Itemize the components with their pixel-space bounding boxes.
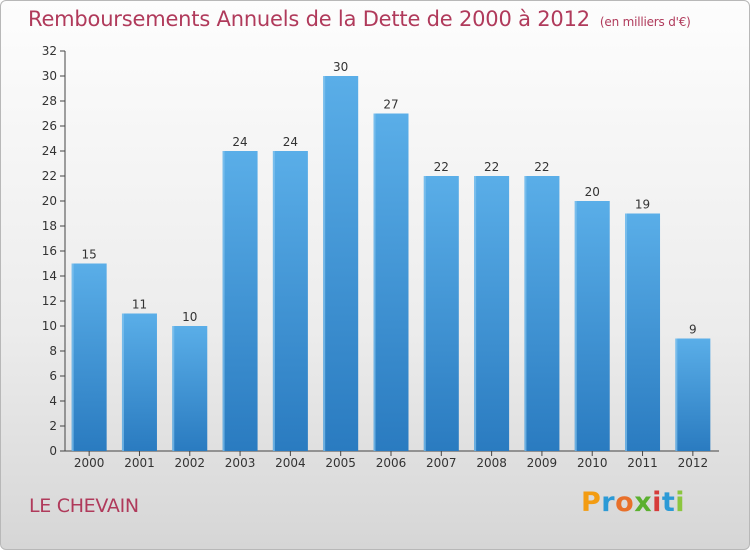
- x-tick-label: 2007: [426, 456, 457, 470]
- chart-subtitle: (en milliers d'€): [599, 15, 691, 29]
- y-tick-label: 28: [42, 94, 57, 108]
- bar-highlight: [121, 313, 124, 451]
- bar-value-label: 24: [232, 135, 247, 149]
- bar-value-label: 11: [132, 298, 147, 312]
- bar: [323, 76, 359, 451]
- y-tick-label: 20: [42, 194, 57, 208]
- bar: [524, 176, 560, 451]
- bar-value-label: 22: [484, 160, 499, 174]
- y-tick-label: 2: [49, 419, 57, 433]
- bar-value-label: 19: [635, 198, 650, 212]
- y-tick-label: 32: [42, 44, 57, 58]
- bar-value-label: 22: [434, 160, 449, 174]
- y-tick-label: 8: [49, 344, 57, 358]
- y-tick-label: 12: [42, 294, 57, 308]
- x-tick-label: 2009: [527, 456, 558, 470]
- x-tick-label: 2005: [325, 456, 356, 470]
- bar-highlight: [373, 113, 376, 451]
- y-tick-label: 30: [42, 69, 57, 83]
- bar: [172, 326, 208, 451]
- bar: [675, 338, 711, 451]
- x-tick-label: 2004: [275, 456, 306, 470]
- bar-value-label: 27: [383, 98, 398, 112]
- x-tick-label: 2008: [476, 456, 507, 470]
- y-tick-label: 16: [42, 244, 57, 258]
- x-tick-label: 2006: [376, 456, 407, 470]
- bar-highlight: [323, 76, 326, 451]
- x-tick-label: 2010: [577, 456, 608, 470]
- bar-highlight: [172, 326, 175, 451]
- bar: [474, 176, 510, 451]
- y-tick-label: 14: [42, 269, 57, 283]
- bar-value-label: 24: [283, 135, 298, 149]
- y-tick-label: 18: [42, 219, 57, 233]
- bar: [574, 201, 610, 451]
- bar: [373, 113, 409, 451]
- bar-value-label: 22: [534, 160, 549, 174]
- x-tick-label: 2000: [74, 456, 105, 470]
- bar-value-label: 9: [689, 323, 697, 337]
- bar-highlight: [574, 201, 577, 451]
- town-name: LE CHEVAIN: [29, 495, 139, 517]
- title-text: Remboursements Annuels de la Dette de 20…: [28, 7, 590, 31]
- bar-highlight: [71, 263, 74, 451]
- y-tick-label: 4: [49, 394, 57, 408]
- bar: [222, 151, 258, 451]
- y-tick-label: 10: [42, 319, 57, 333]
- value-labels: 15 11 10 24 24 30 27 22 22 22 20 19 9: [82, 60, 697, 337]
- bar-value-label: 20: [585, 185, 600, 199]
- x-tick-label: 2012: [678, 456, 709, 470]
- bars: [71, 76, 711, 451]
- bar: [71, 263, 107, 451]
- y-tick-label: 0: [49, 444, 57, 458]
- bar-highlight: [625, 213, 628, 451]
- bar-highlight: [222, 151, 225, 451]
- proxiti-logo: Proxiti: [581, 487, 686, 518]
- bar-value-label: 30: [333, 60, 348, 74]
- y-tick-label: 24: [42, 144, 57, 158]
- bar-value-label: 15: [82, 248, 97, 262]
- bar: [272, 151, 308, 451]
- x-tick-label: 2011: [627, 456, 658, 470]
- x-tick-label: 2002: [174, 456, 205, 470]
- bar-highlight: [675, 338, 678, 451]
- bar: [121, 313, 157, 451]
- bar-highlight: [524, 176, 527, 451]
- bar: [625, 213, 661, 451]
- x-tick-label: 2003: [225, 456, 256, 470]
- chart-title: Remboursements Annuels de la Dette de 20…: [28, 7, 691, 31]
- bar-highlight: [474, 176, 477, 451]
- bar-highlight: [423, 176, 426, 451]
- bar-value-label: 10: [182, 310, 197, 324]
- y-tick-label: 26: [42, 119, 57, 133]
- x-tick-label: 2001: [124, 456, 155, 470]
- bar-highlight: [272, 151, 275, 451]
- y-tick-label: 6: [49, 369, 57, 383]
- y-tick-label: 22: [42, 169, 57, 183]
- bar: [423, 176, 459, 451]
